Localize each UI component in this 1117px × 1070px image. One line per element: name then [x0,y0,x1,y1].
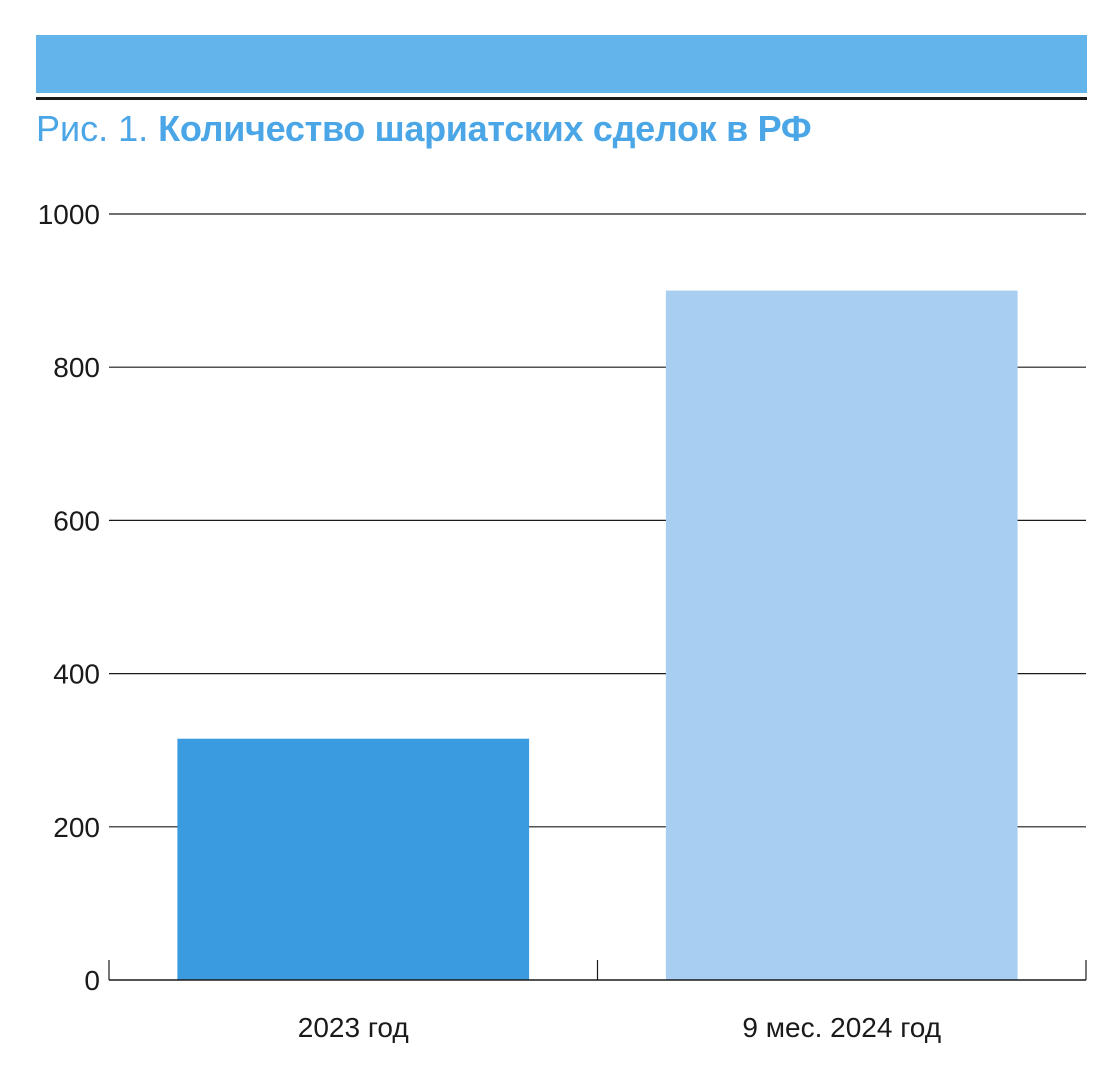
bars [177,290,1018,981]
bar [665,290,1018,981]
y-tick-label: 1000 [38,199,100,230]
header-rule [36,97,1087,100]
header-band [36,35,1087,93]
x-tick-label: 2023 год [298,1012,409,1043]
caption-title: Количество шариатских сделок в РФ [158,108,812,149]
y-tick-label: 800 [53,352,100,383]
caption-prefix: Рис. 1. [36,108,149,149]
bar [177,738,530,980]
y-tick-label: 200 [53,812,100,843]
figure-caption: Рис. 1. Количество шариатских сделок в Р… [36,104,812,154]
y-tick-label: 400 [53,659,100,690]
y-axis-ticks: 0 200 400 600 800 1000 [38,199,100,996]
y-tick-label: 600 [53,505,100,536]
y-tick-label: 0 [84,965,100,996]
x-axis-labels: 2023 год 9 мес. 2024 год [298,1012,941,1043]
x-axis [108,960,1087,981]
x-tick-label: 9 мес. 2024 год [742,1012,941,1043]
